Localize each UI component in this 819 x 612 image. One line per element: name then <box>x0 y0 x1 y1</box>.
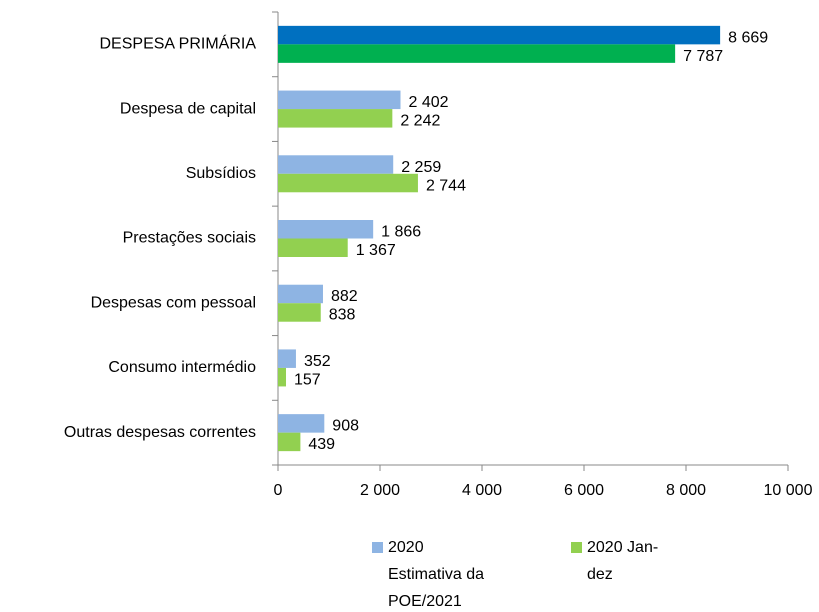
x-tick-label: 2 000 <box>360 482 400 499</box>
y-tick-label: Prestações sociais <box>123 230 256 247</box>
y-tick-label: Despesas com pessoal <box>91 294 256 311</box>
y-tick-label: Consumo intermédio <box>108 359 256 376</box>
value-label: 157 <box>294 371 321 388</box>
value-label: 2 242 <box>400 113 440 130</box>
value-label: 7 787 <box>683 48 723 65</box>
bar <box>278 367 287 387</box>
x-tick-label: 10 000 <box>764 482 813 499</box>
value-label: 1 866 <box>381 223 421 240</box>
value-label: 352 <box>304 353 331 370</box>
y-tick-label: Outras despesas correntes <box>64 424 256 441</box>
bar <box>278 284 323 304</box>
legend-swatch <box>571 542 582 553</box>
x-tick-label: 0 <box>274 482 283 499</box>
bar <box>278 303 321 322</box>
value-label: 1 367 <box>356 242 396 259</box>
legend-swatch <box>372 542 383 553</box>
x-tick-label: 8 000 <box>666 482 706 499</box>
legend-label: 2020 Jan-dez <box>587 539 659 583</box>
value-label: 8 669 <box>728 29 768 46</box>
value-label: 439 <box>308 436 335 453</box>
y-tick-label: Subsídios <box>186 165 256 182</box>
value-label: 2 259 <box>401 159 441 176</box>
bar <box>278 173 418 193</box>
value-label: 2 744 <box>426 177 466 194</box>
bar <box>278 432 301 452</box>
y-tick-label: DESPESA PRIMÁRIA <box>100 34 257 53</box>
bar <box>278 90 401 110</box>
value-label: 838 <box>329 307 356 324</box>
y-tick-label: Despesa de capital <box>120 100 256 117</box>
x-tick-label: 4 000 <box>462 482 502 499</box>
bar <box>278 25 721 45</box>
value-label: 2 402 <box>409 94 449 111</box>
bar <box>278 414 325 433</box>
bar <box>278 109 393 128</box>
value-label: 908 <box>332 418 359 435</box>
bar <box>278 349 296 368</box>
value-label: 882 <box>331 288 358 305</box>
bar <box>278 238 348 257</box>
x-tick-label: 6 000 <box>564 482 604 499</box>
bar <box>278 155 394 174</box>
bar <box>278 44 676 63</box>
legend-label: 2020 Estimativa da POE/2021 <box>388 539 485 610</box>
bar <box>278 220 374 239</box>
